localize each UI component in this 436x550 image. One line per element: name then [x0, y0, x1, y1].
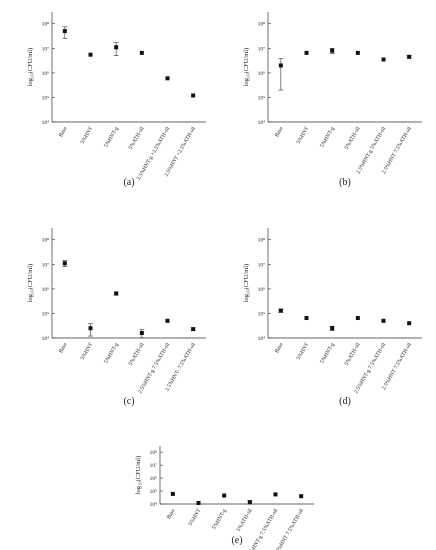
y-tick-label: 10⁷ — [258, 262, 266, 268]
x-tick-label: 2.5%HNT- 7.5%ATH-sil — [164, 342, 197, 393]
point — [278, 308, 283, 313]
point — [407, 321, 412, 326]
x-tick-label: 2.5%HNT 7.5%ATH-sil — [381, 342, 413, 391]
x-tick-label: 5%HNT-g — [319, 342, 336, 365]
x-tick-label: 2.5%HNT 7.5%ATH-sil — [273, 508, 305, 550]
point — [355, 50, 360, 55]
y-tick-label: 10⁵ — [42, 95, 50, 101]
point — [330, 326, 335, 331]
point — [62, 29, 67, 34]
y-axis-label: log₁₀(CFU/ml) — [27, 48, 34, 86]
y-tick-label: 10⁵ — [258, 95, 266, 101]
x-tick-label: Base — [274, 126, 285, 139]
point — [114, 45, 119, 50]
point — [381, 318, 386, 323]
y-tick-label: 10⁴ — [258, 336, 266, 342]
point — [139, 50, 144, 55]
point — [330, 48, 335, 53]
x-tick-label: 5%HNT — [188, 507, 203, 527]
y-tick-label: 10⁷ — [42, 46, 50, 52]
x-tick-label: 2.5%HNT 7.5%ATH-sil — [381, 126, 413, 175]
y-axis-label: log₁₀(CFU/ml) — [135, 456, 142, 494]
x-tick-label: 5%ATH-sil — [236, 508, 254, 533]
x-tick-label: 5%HNT-g — [103, 342, 120, 365]
y-tick-label: 10⁷ — [258, 46, 266, 52]
y-tick-label: 10⁸ — [42, 238, 50, 244]
y-tick-label: 10⁸ — [258, 238, 266, 244]
y-axis-label: log₁₀(CFU/ml) — [243, 48, 250, 86]
point — [278, 63, 283, 68]
y-tick-label: 10⁸ — [258, 22, 266, 28]
x-tick-label: Base — [274, 342, 285, 355]
x-tick-label: 5%HNT-g — [103, 126, 120, 149]
x-tick-label: 5%HNT-g — [319, 126, 336, 149]
y-tick-label: 10⁶ — [42, 71, 50, 77]
x-tick-label: Base — [166, 508, 177, 521]
point — [62, 261, 67, 266]
point — [304, 50, 309, 55]
x-tick-label: 5%HNT-g — [211, 508, 228, 531]
point — [273, 492, 278, 497]
y-tick-label: 10⁴ — [42, 336, 50, 342]
y-tick-label: 10⁸ — [42, 22, 50, 28]
y-tick-label: 10⁵ — [42, 311, 50, 317]
panel-label: (e) — [231, 535, 242, 546]
y-tick-label: 10⁴ — [258, 120, 266, 126]
y-tick-label: 10⁵ — [258, 311, 266, 317]
point — [165, 76, 170, 81]
panel-label: (d) — [339, 396, 351, 407]
x-tick-label: 5%ATH-sil — [344, 342, 362, 367]
y-tick-label: 10⁸ — [150, 450, 158, 456]
x-tick-label: Base — [58, 342, 69, 355]
point — [170, 491, 175, 496]
y-tick-label: 10⁶ — [258, 71, 266, 77]
y-axis-label: log₁₀(CFU/ml) — [27, 264, 34, 302]
point — [196, 500, 201, 505]
y-tick-label: 10⁴ — [150, 502, 158, 508]
y-axis-label: log₁₀(CFU/ml) — [243, 264, 250, 302]
y-tick-label: 10⁵ — [150, 489, 158, 495]
panel-label: (a) — [123, 177, 134, 188]
y-tick-label: 10⁶ — [150, 476, 158, 482]
point — [407, 54, 412, 59]
point — [222, 493, 227, 498]
point — [247, 500, 252, 505]
point — [355, 316, 360, 321]
y-tick-label: 10⁴ — [42, 120, 50, 126]
x-tick-label: 5%HNT — [80, 125, 95, 145]
y-tick-label: 10⁷ — [150, 463, 158, 469]
point — [114, 291, 119, 296]
x-tick-label: 5%HNT — [296, 125, 311, 145]
x-tick-label: 5%HNT — [80, 341, 95, 361]
x-tick-label: Base — [58, 126, 69, 139]
point — [381, 57, 386, 62]
point — [88, 52, 93, 57]
y-tick-label: 10⁷ — [42, 262, 50, 268]
point — [191, 327, 196, 332]
x-tick-label: 5%ATH-sil — [344, 126, 362, 151]
y-tick-label: 10⁶ — [42, 287, 50, 293]
point — [304, 316, 309, 321]
x-tick-label: 5%HNT — [296, 341, 311, 361]
x-tick-label: 5%ATH-sil — [128, 126, 146, 151]
point — [191, 93, 196, 98]
panel-label: (c) — [123, 396, 134, 407]
point — [299, 494, 304, 499]
x-tick-label: 5%ATH-sil — [128, 342, 146, 367]
y-tick-label: 10⁶ — [258, 287, 266, 293]
panel-label: (b) — [339, 177, 351, 188]
point — [165, 318, 170, 323]
point — [139, 330, 144, 335]
point — [88, 326, 93, 331]
